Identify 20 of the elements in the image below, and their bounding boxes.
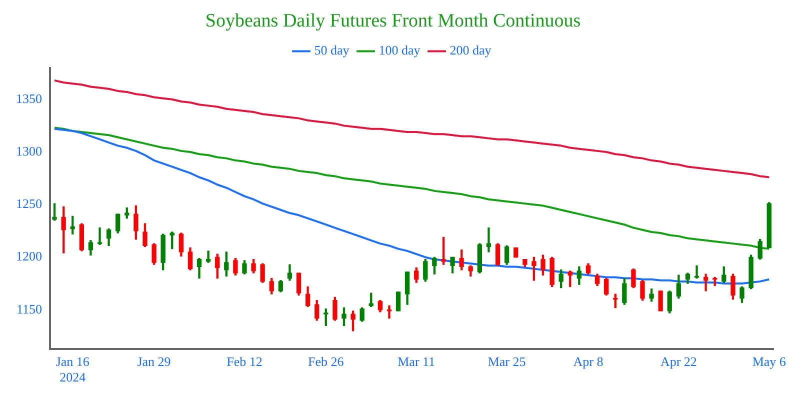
x-tick-label: Mar 11 xyxy=(398,354,436,370)
y-tick-label: 1300 xyxy=(16,143,42,158)
legend-label: 50 day xyxy=(314,42,350,58)
y-tick-label: 1150 xyxy=(16,301,42,316)
legend-label: 100 day xyxy=(378,42,421,58)
y-tick-label: 1200 xyxy=(16,248,42,264)
x-tick-label: May 6 xyxy=(752,354,786,370)
candlestick xyxy=(514,247,518,258)
x-tick-label: Jan 29 xyxy=(137,354,171,370)
x-tick-label: Feb 12 xyxy=(226,354,262,370)
x-tick-label: Feb 26 xyxy=(308,354,344,370)
candlestick xyxy=(396,292,401,312)
x-tick-label: Apr 8 xyxy=(573,354,604,370)
y-tick-label: 1250 xyxy=(16,196,42,212)
x-tick-label: Jan 16 2024 xyxy=(56,354,90,385)
x-tick-label: Apr 22 xyxy=(660,354,697,370)
chart-title: Soybeans Daily Futures Front Month Continuous xyxy=(205,10,581,32)
x-tick-label: Mar 25 xyxy=(488,354,526,370)
y-tick-label: 1350 xyxy=(16,90,42,106)
legend-label: 200 day xyxy=(450,42,492,58)
